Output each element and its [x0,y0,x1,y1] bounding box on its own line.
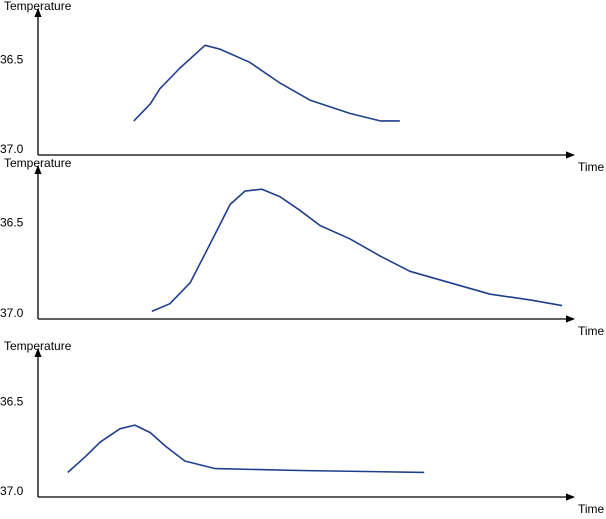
x-axis-label: Time [578,324,605,338]
y-tick-label: 37.0 [0,484,24,498]
y-tick-label: 36.5 [0,53,24,67]
x-axis-label: Time [578,160,605,174]
y-axis-label: Temperature [4,156,72,170]
x-axis-label: Time [578,502,605,516]
data-line [133,44,400,122]
y-axis-label: Temperature [4,0,72,13]
y-tick-label: 37.0 [0,306,24,320]
data-line [151,188,563,313]
data-line [67,424,425,474]
y-axis-label: Temperature [4,339,72,353]
y-tick-label: 36.5 [0,395,24,409]
y-tick-label: 37.0 [0,142,24,156]
y-tick-label: 36.5 [0,216,24,230]
